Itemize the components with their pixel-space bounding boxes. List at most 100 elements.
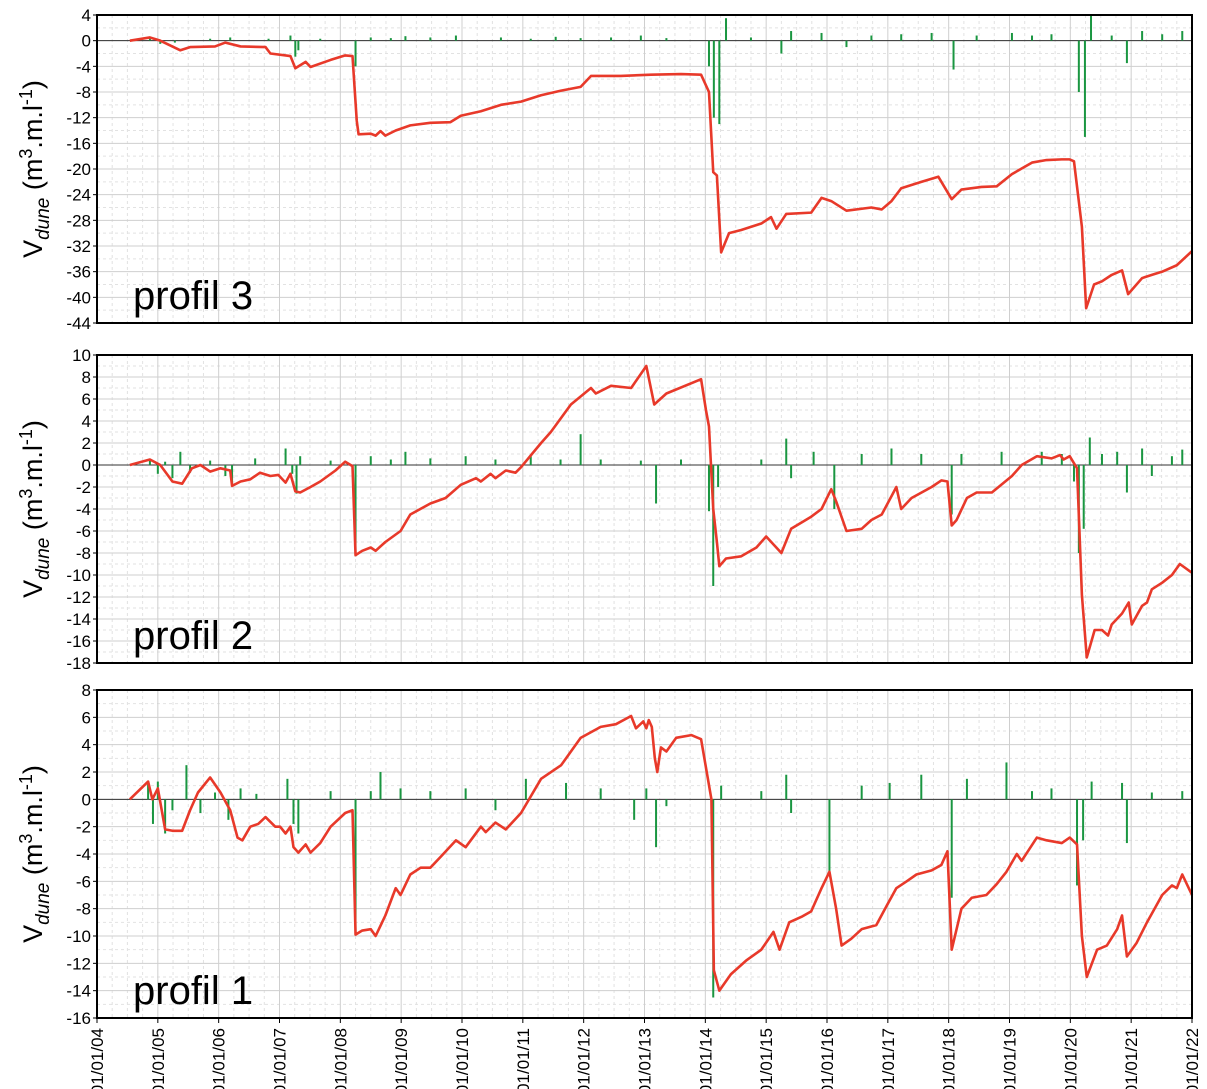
bar <box>790 799 793 813</box>
bar <box>429 458 432 465</box>
bar <box>1150 792 1153 800</box>
y-axis-label-part: dune <box>33 883 54 925</box>
bar <box>760 459 763 465</box>
x-tick-label: 01/01/05 <box>149 1028 168 1089</box>
y-tick-label: 10 <box>72 346 91 365</box>
bar <box>920 454 923 465</box>
bar <box>900 34 903 41</box>
bar <box>1116 451 1119 465</box>
line <box>128 714 1194 992</box>
y-tick-label: -2 <box>76 478 91 497</box>
line <box>129 36 1193 310</box>
bar <box>680 459 682 465</box>
bar <box>565 782 568 800</box>
bar <box>749 37 752 41</box>
y-tick-label: -8 <box>76 83 91 102</box>
bar <box>579 434 582 465</box>
bar <box>1040 451 1043 465</box>
bar <box>499 37 502 41</box>
x-tick-label: 01/01/20 <box>1061 1028 1080 1089</box>
bar <box>1121 782 1124 800</box>
y-tick-label: -20 <box>66 160 91 179</box>
bar <box>464 456 467 465</box>
bar <box>1161 34 1164 41</box>
bar <box>760 791 763 800</box>
y-tick-label: -32 <box>66 237 91 256</box>
y-tick-label: -8 <box>76 544 91 563</box>
y-axis-label-part: ) <box>18 80 48 89</box>
x-tick-label: 01/01/18 <box>940 1028 959 1089</box>
bar <box>529 456 532 465</box>
x-tick-label: 01/01/19 <box>1001 1028 1020 1089</box>
bar <box>720 785 723 800</box>
bar <box>1050 34 1053 41</box>
bar <box>429 37 432 41</box>
x-tick-label: 01/01/08 <box>331 1028 350 1089</box>
x-tick-label: 01/01/10 <box>453 1028 472 1089</box>
y-tick-label: -4 <box>76 845 91 864</box>
x-tick-label: 01/01/16 <box>818 1028 837 1089</box>
y-tick-label: 4 <box>82 412 91 431</box>
bar <box>790 31 793 41</box>
y-tick-label: 6 <box>82 708 91 727</box>
bar <box>299 456 302 465</box>
y-axis-label-part: -1 <box>16 429 36 445</box>
bar <box>1076 799 1079 886</box>
bar <box>292 799 295 824</box>
bar <box>369 37 372 41</box>
y-tick-label: 0 <box>82 32 91 51</box>
x-tick-label: 01/01/17 <box>879 1028 898 1089</box>
bar <box>267 38 270 41</box>
bar <box>254 458 257 465</box>
y-axis-label-part: dune <box>33 198 54 240</box>
y-axis-label-part: (m <box>18 159 48 198</box>
y-tick-label: -24 <box>66 186 91 205</box>
bar <box>214 792 217 800</box>
bar <box>599 459 602 465</box>
bar <box>860 785 863 800</box>
y-axis-label-part: .m.l <box>18 790 48 834</box>
bar <box>297 799 300 834</box>
y-tick-label: 8 <box>82 368 91 387</box>
y-axis-label-part: ) <box>18 420 48 429</box>
y-axis-label-part: (m <box>18 499 48 538</box>
y-tick-label: -36 <box>66 263 91 282</box>
bar <box>354 799 357 932</box>
y-tick-label: 8 <box>82 681 91 700</box>
bar <box>379 772 382 800</box>
bar <box>185 765 188 800</box>
y-tick-label: 4 <box>82 736 91 755</box>
bar <box>845 40 848 48</box>
bar <box>1090 15 1093 41</box>
bar <box>655 799 658 848</box>
y-axis-label-part: V <box>18 240 48 258</box>
bar <box>860 454 863 465</box>
bar <box>639 460 642 465</box>
bar <box>785 774 788 800</box>
x-tick-label: 01/01/07 <box>271 1028 290 1089</box>
bar <box>1082 465 1085 529</box>
bar <box>295 465 298 494</box>
bar <box>147 781 150 800</box>
bar <box>1141 448 1144 465</box>
y-tick-label: -4 <box>76 57 91 76</box>
bar <box>319 38 322 41</box>
y-tick-label: 2 <box>82 434 91 453</box>
bar <box>171 465 174 479</box>
bar <box>1170 456 1173 465</box>
bar <box>725 18 728 41</box>
bar <box>164 799 167 834</box>
bar <box>1077 40 1080 92</box>
y-tick-label: -10 <box>66 927 91 946</box>
bar <box>171 799 174 811</box>
y-tick-label: -12 <box>66 588 91 607</box>
bar <box>950 465 953 515</box>
y-tick-label: -14 <box>66 610 91 629</box>
bar <box>399 788 402 800</box>
bar <box>707 40 710 67</box>
panel-label: profil 3 <box>133 274 253 318</box>
bar <box>1000 451 1003 465</box>
bar <box>780 40 783 54</box>
bar <box>289 35 292 41</box>
y-tick-label: -8 <box>76 900 91 919</box>
